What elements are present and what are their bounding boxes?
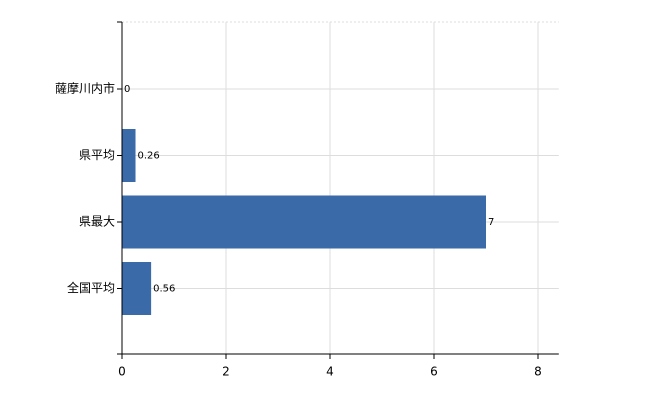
x-tick-label: 6 — [430, 365, 438, 379]
value-label: 0.26 — [138, 151, 160, 162]
x-tick-label: 0 — [118, 365, 126, 379]
bar — [122, 129, 136, 182]
value-label: 0.56 — [153, 284, 175, 295]
bar — [122, 195, 486, 249]
x-tick-label: 8 — [534, 365, 542, 379]
value-label: 0 — [124, 84, 130, 95]
x-tick-label: 2 — [222, 365, 230, 379]
bar — [122, 262, 152, 315]
y-tick-label: 県最大 — [79, 215, 115, 229]
value-label: 7 — [488, 217, 494, 228]
y-tick-label: 薩摩川内市 — [55, 81, 115, 96]
x-tick-label: 4 — [326, 365, 334, 379]
y-tick-label: 全国平均 — [67, 280, 115, 295]
y-tick-label: 県平均 — [79, 148, 115, 162]
